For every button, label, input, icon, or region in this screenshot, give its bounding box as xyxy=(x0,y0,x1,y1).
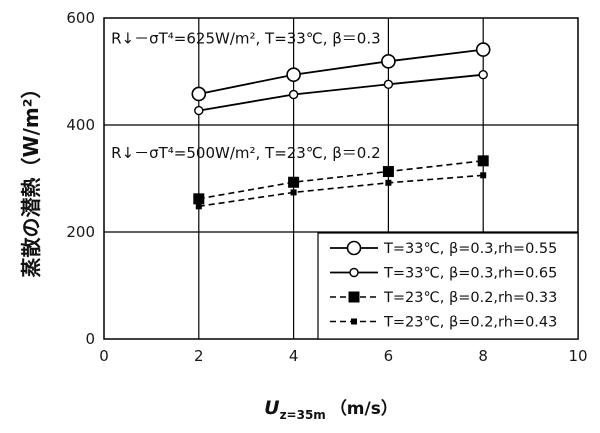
y-tick-label: 200 xyxy=(66,223,95,241)
x-tick-label: 0 xyxy=(99,347,109,365)
y-tick-label: 0 xyxy=(85,330,95,348)
legend-label: T=23℃, β=0.2,rh=0.43 xyxy=(383,315,557,331)
data-point xyxy=(475,42,491,57)
legend-item: T=23℃, β=0.2,rh=0.33 xyxy=(330,290,557,306)
x-tick-label: 2 xyxy=(194,347,204,365)
x-tick-label: 4 xyxy=(289,347,299,365)
legend-item: T=33℃, β=0.3,rh=0.65 xyxy=(330,266,557,282)
data-point xyxy=(348,291,360,303)
series-line xyxy=(198,48,484,95)
data-point xyxy=(286,67,301,83)
y-tick-label: 400 xyxy=(66,116,95,134)
data-point xyxy=(288,89,299,100)
data-point xyxy=(194,105,204,116)
data-point xyxy=(349,267,359,278)
x-axis-label-subscript: z=35m xyxy=(280,408,326,422)
data-point xyxy=(383,79,394,90)
annotations: R↓－σT⁴=625W/m², T=33℃, β＝0.3 R↓－σT⁴=500W/… xyxy=(111,30,381,162)
data-point xyxy=(346,240,362,256)
data-point xyxy=(477,155,489,167)
legend-item: T=33℃, β=0.3,rh=0.55 xyxy=(330,240,557,257)
series-3 xyxy=(193,155,489,205)
chart-annotation: R↓－σT⁴=500W/m², T=23℃, β＝0.2 xyxy=(111,144,381,162)
y-axis-label: 蒸散の潜熱（W/m²） xyxy=(19,79,43,278)
series-line xyxy=(198,73,484,112)
data-point xyxy=(480,172,487,179)
legend-item: T=23℃, β=0.2,rh=0.43 xyxy=(330,315,557,331)
x-tick-label: 8 xyxy=(478,347,488,365)
data-point xyxy=(288,176,300,188)
legend: T=33℃, β=0.3,rh=0.55 T=33℃, β=0.3,rh=0.65… xyxy=(317,232,579,340)
series-line xyxy=(198,174,484,208)
data-point xyxy=(195,203,202,210)
series-2 xyxy=(194,70,488,116)
data-point xyxy=(381,54,396,69)
data-point xyxy=(351,318,357,325)
data-point xyxy=(478,70,488,80)
x-axis-label-unit: （m/s） xyxy=(330,398,398,419)
data-point xyxy=(290,189,297,196)
legend-label: T=33℃, β=0.3,rh=0.65 xyxy=(383,266,557,282)
data-point xyxy=(385,179,392,186)
chart-annotation: R↓－σT⁴=625W/m², T=33℃, β＝0.3 xyxy=(111,30,381,48)
legend-label: T=23℃, β=0.2,rh=0.33 xyxy=(383,290,557,306)
data-point xyxy=(382,166,394,178)
data-point xyxy=(191,86,207,102)
x-tick-label: 10 xyxy=(568,347,587,365)
series-1 xyxy=(191,42,491,102)
y-tick-label: 600 xyxy=(66,9,95,27)
tick-labels: 0 2 4 6 8 10 0 200 400 600 xyxy=(66,9,587,365)
x-axis-label-main: U xyxy=(264,397,280,419)
x-tick-label: 6 xyxy=(384,347,394,365)
series-layer xyxy=(191,42,491,210)
series-4 xyxy=(195,172,487,210)
legend-label: T=33℃, β=0.3,rh=0.55 xyxy=(383,241,557,257)
data-point xyxy=(193,193,205,205)
series-line xyxy=(198,160,484,200)
x-axis-label: Uz=35m （m/s） xyxy=(264,397,398,422)
